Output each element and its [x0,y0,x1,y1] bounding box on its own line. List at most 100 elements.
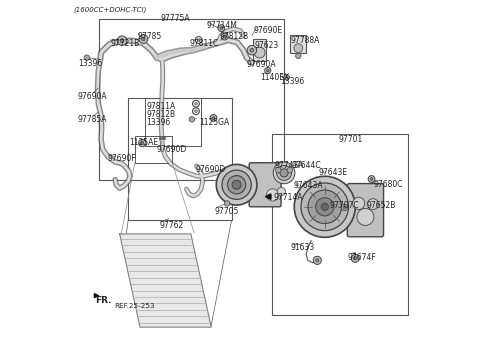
Text: 13396: 13396 [146,118,171,127]
FancyBboxPatch shape [348,184,384,237]
Circle shape [315,198,334,216]
Circle shape [266,69,269,72]
Text: 1125AE: 1125AE [129,138,158,147]
Circle shape [232,180,241,189]
FancyBboxPatch shape [249,163,281,207]
Bar [99,19,284,180]
Circle shape [276,165,291,180]
Circle shape [357,208,374,225]
Text: 97785: 97785 [138,32,162,41]
Circle shape [212,117,215,119]
Text: 97812B: 97812B [146,110,176,119]
Circle shape [139,35,148,43]
Circle shape [296,53,301,59]
Circle shape [141,142,144,144]
Text: 97652B: 97652B [366,201,396,210]
Circle shape [247,45,257,55]
Text: 97690D: 97690D [195,165,226,175]
Circle shape [308,190,342,224]
Circle shape [222,170,251,199]
Text: 97644C: 97644C [291,161,321,170]
Circle shape [266,189,279,201]
Text: 97714A: 97714A [274,193,303,202]
Text: 97714M: 97714M [206,21,237,30]
Circle shape [277,187,286,196]
Circle shape [284,75,289,80]
Circle shape [192,100,199,107]
Text: 97643E: 97643E [319,168,348,177]
Circle shape [250,48,254,52]
Text: 97811A: 97811A [146,102,176,112]
Text: 97680C: 97680C [374,180,403,189]
Text: 97690D: 97690D [157,145,187,154]
Text: 97775A: 97775A [161,14,191,23]
Text: 97705: 97705 [215,207,239,216]
Text: 97788A: 97788A [290,36,320,45]
Text: 97690A: 97690A [78,92,108,101]
Bar [272,134,408,315]
Text: 97707C: 97707C [330,201,360,210]
Bar [135,136,172,163]
Text: 97690E: 97690E [253,26,283,36]
Circle shape [368,176,375,182]
Circle shape [194,110,197,113]
Circle shape [218,25,225,32]
Circle shape [313,256,321,264]
Circle shape [280,169,288,177]
Text: 97785A: 97785A [78,115,108,124]
Circle shape [216,164,257,205]
Circle shape [354,257,357,260]
Circle shape [194,102,197,105]
Circle shape [370,178,373,180]
Circle shape [351,254,360,262]
Text: 1140EX: 1140EX [260,73,289,82]
Bar [128,98,231,220]
Text: 97743A: 97743A [275,161,304,170]
Text: 1125GA: 1125GA [199,118,229,127]
Circle shape [294,44,303,53]
Circle shape [142,37,145,41]
Text: REF.25-253: REF.25-253 [114,303,155,310]
Circle shape [316,259,319,262]
Text: 97643A: 97643A [294,181,323,191]
Text: 97690A: 97690A [246,60,276,69]
Text: 97811C: 97811C [190,39,219,48]
Circle shape [221,33,228,40]
Circle shape [197,39,200,41]
Text: 97674F: 97674F [348,253,376,262]
Circle shape [189,117,194,122]
Circle shape [287,167,292,173]
Circle shape [265,67,271,74]
Text: 97762: 97762 [159,221,183,230]
Polygon shape [120,234,211,327]
Circle shape [228,176,246,194]
Text: (1600CC+DOHC-TCI): (1600CC+DOHC-TCI) [74,6,147,13]
Circle shape [341,204,348,211]
Text: 91633: 91633 [290,243,314,253]
Circle shape [84,55,89,60]
Text: 13396: 13396 [78,59,102,68]
Circle shape [273,162,295,184]
Text: FR.: FR. [95,296,111,305]
Text: 97623: 97623 [254,41,278,50]
Circle shape [192,108,199,115]
Circle shape [195,37,202,43]
Circle shape [321,203,328,211]
Circle shape [117,36,127,45]
Bar [145,98,201,146]
Circle shape [220,27,223,29]
Text: 97721B: 97721B [110,39,140,48]
Circle shape [276,167,281,173]
Circle shape [254,47,265,58]
Text: 13396: 13396 [280,77,304,86]
Text: 97812B: 97812B [220,32,249,41]
Circle shape [223,35,226,38]
Text: 97701: 97701 [338,135,362,144]
Circle shape [294,176,355,237]
Circle shape [210,115,217,121]
Bar [253,39,266,61]
Circle shape [301,183,348,231]
Circle shape [352,197,365,210]
Circle shape [120,39,124,43]
Circle shape [225,201,230,206]
